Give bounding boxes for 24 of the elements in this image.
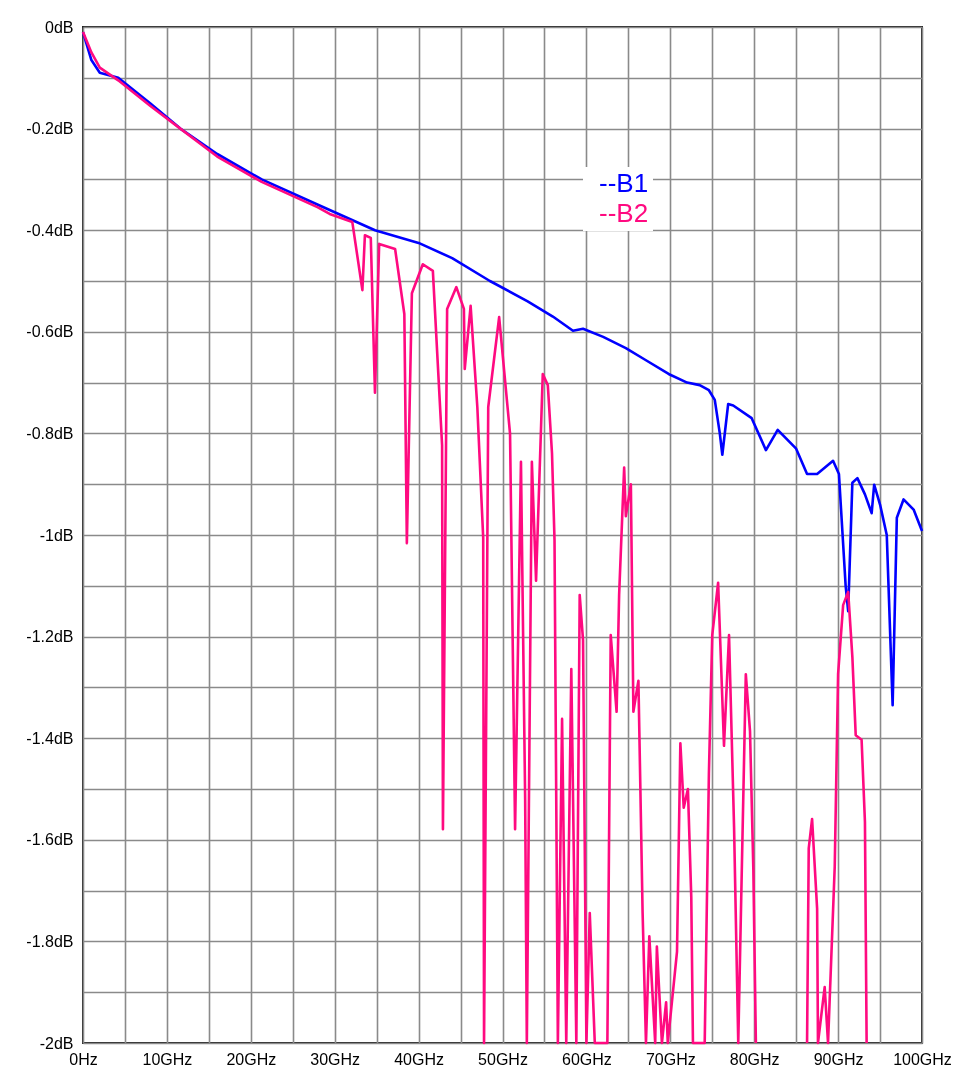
y-tick-label: -1dB <box>39 526 74 544</box>
y-tick-label: -0.6dB <box>26 323 74 341</box>
x-tick-label: 70GHz <box>645 1050 696 1068</box>
x-tick-label: 90GHz <box>813 1050 864 1068</box>
x-tick-label: 50GHz <box>478 1050 528 1068</box>
y-tick-label: -1.8dB <box>26 932 74 950</box>
y-tick-label: -1.2dB <box>26 628 74 646</box>
y-tick-label: -1.6dB <box>26 831 74 849</box>
x-tick-label: 0Hz <box>69 1050 98 1068</box>
x-tick-label: 20GHz <box>226 1050 277 1068</box>
y-tick-label: -0.4dB <box>26 221 74 239</box>
x-tick-label: 100GHz <box>893 1050 952 1068</box>
y-tick-label: -1.4dB <box>26 729 74 747</box>
x-tick-label: 40GHz <box>394 1050 444 1068</box>
x-tick-label: 60GHz <box>562 1050 612 1068</box>
x-tick-label: 10GHz <box>142 1050 193 1068</box>
y-tick-label: 0dB <box>45 18 74 36</box>
x-tick-label: 80GHz <box>729 1050 780 1068</box>
text: --B1 <box>599 168 649 198</box>
y-tick-label: -0.2dB <box>26 120 74 138</box>
text: --B2 <box>599 198 649 228</box>
y-tick-label: -2dB <box>39 1034 74 1052</box>
y-tick-label: -0.8dB <box>26 424 74 442</box>
x-tick-label: 30GHz <box>310 1050 361 1068</box>
